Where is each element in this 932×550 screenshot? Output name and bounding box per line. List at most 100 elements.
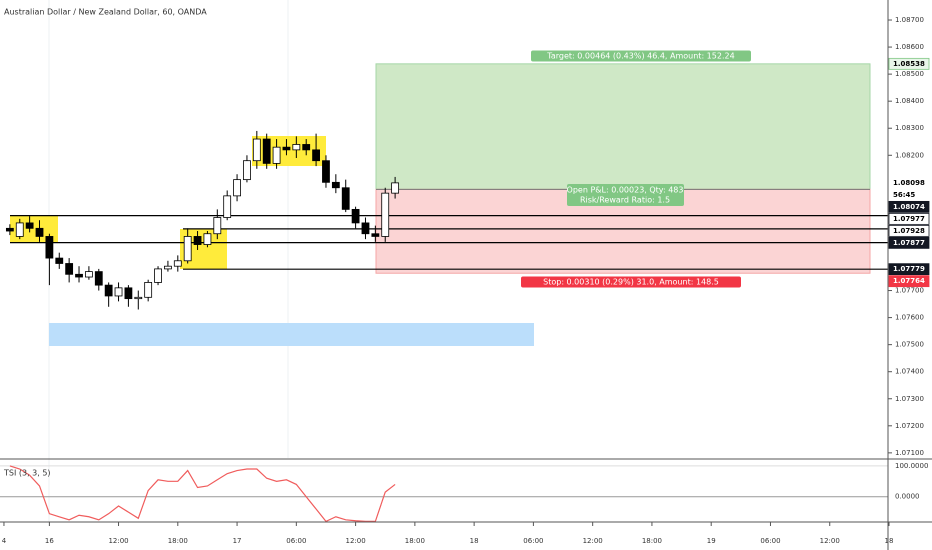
candle-body: [5, 227, 14, 232]
y-tick-label: 1.07600: [895, 314, 924, 322]
price-badge-label: 56:45: [893, 191, 915, 199]
candle-body: [183, 236, 192, 262]
price-badge-label: 1.08074: [893, 203, 925, 211]
y-tick-label: 1.08500: [895, 70, 924, 78]
price-badge: [888, 275, 930, 288]
pnl-label: Open P&L: 0.00023, Qty: 483: [567, 186, 684, 195]
x-tick-label: 12:00: [108, 537, 128, 545]
candle-body: [233, 179, 241, 197]
candle-body: [292, 144, 301, 151]
candle-body: [341, 187, 350, 210]
candle-body: [391, 182, 400, 194]
candle-body: [65, 263, 74, 275]
indicator-tick-label: 0.0000: [895, 493, 920, 501]
candle-body: [114, 287, 123, 297]
price-badge: [888, 236, 930, 249]
candle-body: [381, 192, 390, 237]
y-tick-label: 1.07700: [895, 287, 924, 295]
price-badge: [888, 188, 930, 201]
price-badge-label: 1.08098: [893, 179, 925, 187]
price-badge-label: 1.07877: [893, 239, 925, 247]
candle-body: [45, 236, 54, 259]
candle-body: [252, 138, 261, 162]
x-tick-label: 06:00: [286, 537, 306, 545]
candle-body: [35, 227, 44, 237]
x-tick-label: 19: [707, 537, 716, 545]
x-tick-label: 18:00: [168, 537, 188, 545]
price-badge-label: 1.07977: [893, 215, 925, 223]
candle-body: [193, 236, 202, 245]
x-tick-label: 4: [2, 537, 7, 545]
x-tick-label: 18: [885, 537, 894, 545]
candle-body: [351, 208, 360, 224]
price-badge: [888, 212, 930, 225]
stop-label: Stop: 0.00310 (0.29%) 31.0, Amount: 148.…: [543, 278, 719, 287]
x-tick-label: 06:00: [523, 537, 543, 545]
candle-body: [55, 257, 64, 264]
candle-body: [302, 144, 311, 151]
zone-box: [49, 323, 534, 346]
price-badge: [888, 200, 930, 213]
plot: Target: 0.00464 (0.43%) 46.4, Amount: 15…: [0, 16, 930, 545]
y-tick-label: 1.08700: [895, 16, 924, 24]
target-label-bg: [531, 50, 751, 62]
candle-body: [361, 222, 370, 235]
x-tick-label: 12:00: [820, 537, 840, 545]
x-tick-label: 18:00: [642, 537, 662, 545]
x-tick-label: 18: [470, 537, 479, 545]
y-tick-label: 1.07200: [895, 422, 924, 430]
candle-body: [85, 271, 93, 278]
x-tick-label: 12:00: [583, 537, 603, 545]
indicator-name: TSI (3, 3, 5): [3, 469, 51, 478]
price-badge-label: 1.08538: [893, 60, 925, 68]
candle-body: [213, 217, 222, 235]
candle-body: [203, 233, 212, 245]
candle-body: [223, 195, 232, 218]
pnl-label-bg: [567, 184, 684, 206]
x-tick-label: 12:00: [346, 537, 366, 545]
y-tick-label: 1.07500: [895, 341, 924, 349]
candle-body: [272, 146, 281, 164]
x-tick-label: 18:00: [405, 537, 425, 545]
y-tick-label: 1.08200: [895, 151, 924, 159]
x-tick-label: 17: [233, 537, 242, 545]
candle-body: [243, 160, 251, 181]
candle-body: [164, 265, 172, 270]
pnl-label: Risk/Reward Ratio: 1.5: [580, 196, 670, 205]
y-tick-label: 1.08400: [895, 97, 924, 105]
indicator-line: [9, 465, 396, 523]
candle-body: [94, 271, 103, 286]
target-label: Target: 0.00464 (0.43%) 46.4, Amount: 15…: [546, 52, 734, 61]
candle-body: [371, 233, 380, 237]
price-badge-label: 1.07779: [893, 265, 925, 273]
indicator-tick-label: 100.0000: [895, 462, 928, 470]
candle-body: [124, 287, 133, 300]
candle-body: [322, 160, 330, 183]
x-tick-label: 16: [45, 537, 54, 545]
stop-label-bg: [521, 276, 741, 288]
candle-body: [331, 181, 340, 189]
candle-body: [154, 268, 162, 283]
price-badge: [888, 224, 930, 237]
candle-body: [312, 149, 320, 162]
candle-body: [75, 273, 83, 278]
y-tick-label: 1.07400: [895, 368, 924, 376]
y-tick-label: 1.08600: [895, 43, 924, 51]
y-tick-label: 1.07100: [895, 449, 924, 457]
price-badge: [888, 263, 930, 276]
target-zone: [375, 63, 871, 190]
candle-body: [173, 260, 182, 267]
candle-body: [25, 222, 34, 229]
price-badge-label: 1.07928: [893, 227, 925, 235]
candle-body: [134, 296, 143, 300]
price-badge: [888, 176, 930, 189]
candle-body: [104, 284, 113, 297]
candle-body: [282, 146, 291, 151]
price-badge-label: 1.07764: [893, 277, 925, 285]
price-badge: [888, 57, 930, 70]
y-tick-label: 1.08300: [895, 124, 924, 132]
chart-title: Australian Dollar / New Zealand Dollar, …: [4, 8, 207, 17]
y-tick-label: 1.07300: [895, 395, 924, 403]
candle-body: [144, 282, 153, 298]
